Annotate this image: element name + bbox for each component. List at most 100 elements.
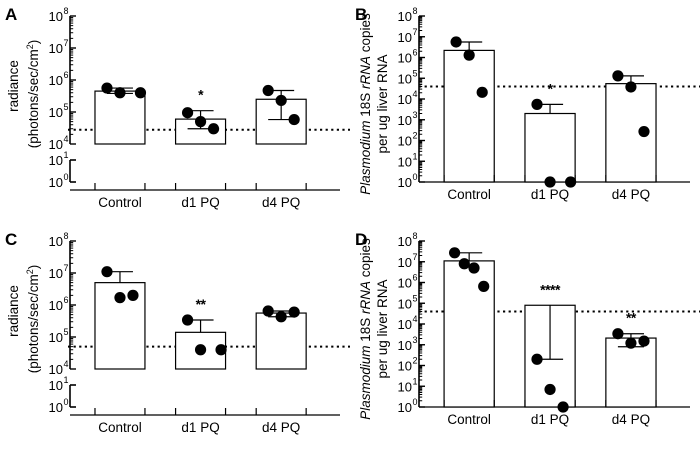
svg-text:5: 5 <box>64 327 69 337</box>
bar-group-d4-pq <box>255 305 307 370</box>
y-axis-title-c: radiance (photons/sec/cm2) <box>6 265 41 374</box>
svg-text:8: 8 <box>64 231 69 241</box>
bar-group-d4-pq <box>255 84 307 145</box>
y-axis-title-a: radiance (photons/sec/cm2) <box>6 40 41 149</box>
svg-text:1: 1 <box>413 151 418 161</box>
svg-text:10: 10 <box>49 362 63 377</box>
x-axis-category-label: Control <box>447 187 491 202</box>
svg-text:10: 10 <box>49 298 63 313</box>
svg-text:10: 10 <box>398 359 412 374</box>
x-axis-category-label: d1 PQ <box>531 412 569 427</box>
panel-d: D 10 8 10 7 10 6 10 5 10 4 10 3 10 2 10 1 10 0 Control **** d… <box>350 225 700 450</box>
data-point <box>275 311 287 323</box>
svg-text:1: 1 <box>64 150 69 160</box>
svg-text:8: 8 <box>64 6 69 16</box>
data-point <box>625 337 637 349</box>
svg-text:7: 7 <box>413 27 418 37</box>
svg-text:10: 10 <box>49 378 63 393</box>
svg-text:10: 10 <box>398 296 412 311</box>
bar-group-d4-pq <box>605 70 657 183</box>
svg-text:5: 5 <box>413 293 418 303</box>
data-point <box>207 123 220 135</box>
panel-letter-c: C <box>5 230 18 249</box>
data-point <box>101 266 113 278</box>
data-point <box>181 314 194 326</box>
svg-text:10: 10 <box>398 255 412 270</box>
data-point <box>288 113 300 126</box>
svg-text:6: 6 <box>413 48 418 58</box>
svg-text:radiance: radiance <box>6 285 21 337</box>
svg-text:Plasmodium 18S rRNA copies: Plasmodium 18S rRNA copies <box>358 238 373 420</box>
data-point <box>565 176 577 188</box>
svg-text:10: 10 <box>398 92 412 107</box>
svg-text:per ug liver RNA: per ug liver RNA <box>375 54 390 153</box>
svg-text:5: 5 <box>64 102 69 112</box>
x-axis-category-label: d4 PQ <box>612 412 650 427</box>
svg-text:10: 10 <box>398 276 412 291</box>
svg-text:10: 10 <box>398 9 412 24</box>
svg-text:7: 7 <box>64 263 69 273</box>
svg-text:8: 8 <box>413 6 418 16</box>
data-point <box>215 344 227 356</box>
x-axis-category-label: d4 PQ <box>612 187 650 202</box>
data-point <box>262 84 274 97</box>
svg-text:5: 5 <box>413 68 418 78</box>
x-axis-category-label: Control <box>447 412 491 427</box>
bar <box>605 337 657 408</box>
bar-group-d1-pq: **** <box>524 281 576 413</box>
svg-text:4: 4 <box>413 89 418 99</box>
data-point <box>468 262 480 274</box>
svg-text:1: 1 <box>413 376 418 386</box>
x-axis-category-label: d1 PQ <box>181 420 219 435</box>
significance-marker: * <box>548 80 554 96</box>
bar-group-d4-pq: ** <box>605 310 657 408</box>
data-point <box>544 383 556 396</box>
svg-text:10: 10 <box>398 379 412 394</box>
data-point <box>450 36 462 48</box>
x-axis-category-label: Control <box>98 195 142 210</box>
svg-text:0: 0 <box>413 172 418 182</box>
data-point <box>531 98 543 110</box>
data-point <box>612 70 624 82</box>
panel-letter-a: A <box>5 5 18 24</box>
svg-text:10: 10 <box>398 30 412 45</box>
svg-text:10: 10 <box>398 71 412 86</box>
svg-text:6: 6 <box>64 295 69 305</box>
svg-text:10: 10 <box>398 400 412 415</box>
x-axis-category-label: d1 PQ <box>531 187 569 202</box>
svg-text:10: 10 <box>49 9 63 24</box>
bar-group-d1-pq: * <box>524 80 577 188</box>
svg-text:(photons/sec/cm2): (photons/sec/cm2) <box>25 40 41 149</box>
svg-text:10: 10 <box>49 234 63 249</box>
data-point <box>638 335 650 347</box>
data-point <box>275 94 287 107</box>
panel-letter-b: B <box>355 5 368 24</box>
svg-text:6: 6 <box>413 273 418 283</box>
data-point <box>531 353 543 365</box>
svg-text:10: 10 <box>49 266 63 281</box>
svg-text:0: 0 <box>64 397 69 407</box>
svg-text:0: 0 <box>64 172 69 182</box>
bar <box>255 312 307 370</box>
svg-text:radiance: radiance <box>6 60 21 112</box>
data-point <box>458 258 470 270</box>
bar-group-control <box>94 266 146 370</box>
svg-text:10: 10 <box>49 400 63 415</box>
svg-text:8: 8 <box>413 231 418 241</box>
svg-text:2: 2 <box>413 131 418 141</box>
svg-text:per ug liver RNA: per ug liver RNA <box>375 279 390 378</box>
svg-text:10: 10 <box>49 153 63 168</box>
bar <box>94 90 146 145</box>
data-point <box>114 87 126 99</box>
svg-text:4: 4 <box>64 359 69 369</box>
panel-a: A 10 8 10 7 10 6 10 5 10 4 10 1 10 0 Control * d1 PQ d4 PQ… <box>0 0 350 225</box>
data-point <box>262 305 274 317</box>
svg-text:10: 10 <box>49 330 63 345</box>
data-point <box>557 401 569 413</box>
